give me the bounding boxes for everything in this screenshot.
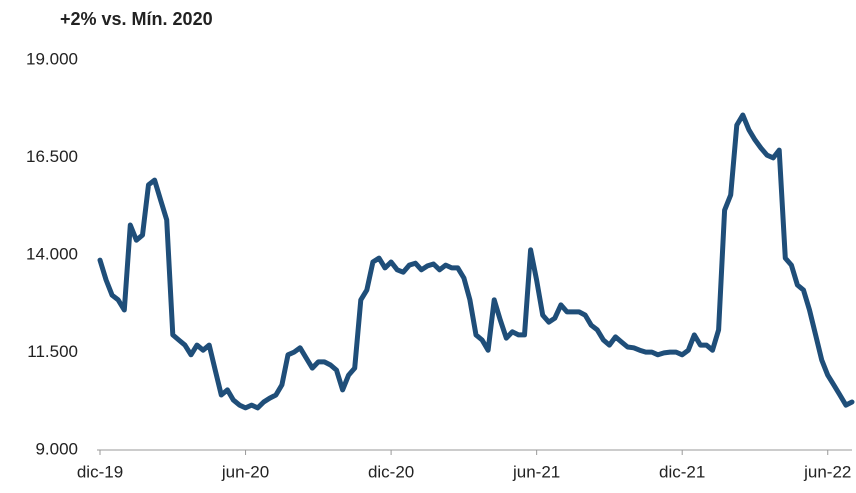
x-tick-label: jun-22 (803, 462, 851, 481)
x-tick-label: dic-20 (368, 462, 414, 481)
y-tick-label: 9.000 (35, 439, 78, 458)
x-tick-label: dic-21 (659, 462, 705, 481)
x-tick-label: dic-19 (77, 462, 123, 481)
line (97, 112, 855, 411)
y-tick-label: 11.500 (27, 342, 78, 361)
x-tick-label: jun-21 (512, 462, 560, 481)
chart-title: +2% vs. Mín. 2020 (60, 9, 213, 29)
y-tick-label: 16.500 (26, 147, 78, 166)
y-tick-label: 19.000 (26, 49, 78, 68)
x-tick-label: jun-20 (221, 462, 269, 481)
y-tick-label: 14.000 (26, 244, 78, 263)
